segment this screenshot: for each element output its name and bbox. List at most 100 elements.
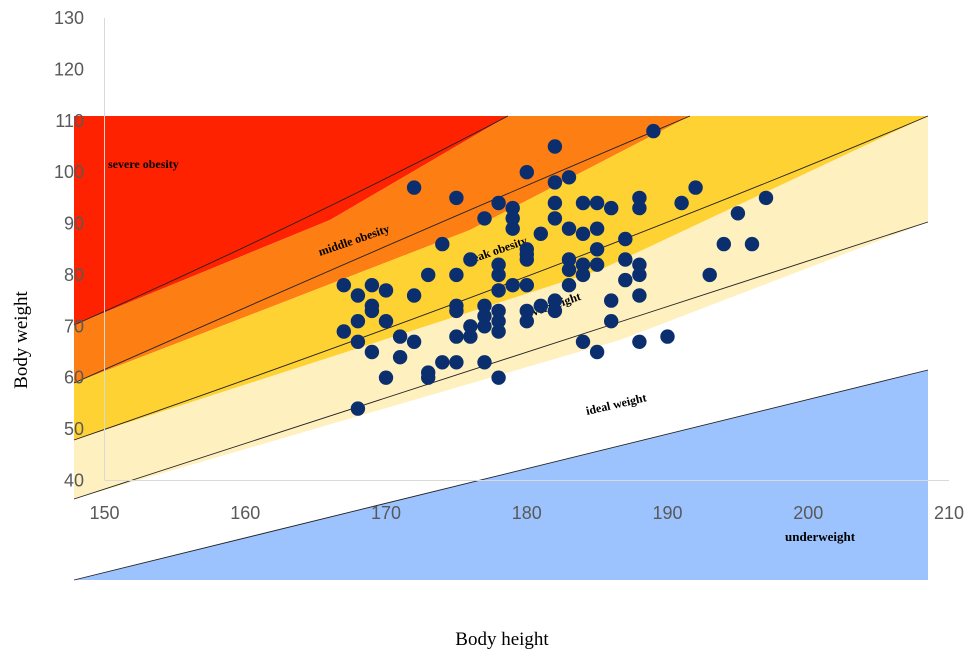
data-point — [491, 257, 506, 272]
data-point — [449, 303, 464, 319]
zone-ideal-weight — [74, 222, 928, 580]
data-point — [336, 278, 351, 293]
x-tick-label: 150 — [89, 503, 119, 523]
data-point — [477, 319, 492, 334]
data-point — [533, 226, 548, 241]
x-tick-label: 160 — [230, 503, 260, 523]
data-point — [519, 303, 534, 319]
data-point — [491, 195, 506, 211]
data-point — [350, 401, 366, 416]
data-point — [378, 283, 394, 298]
data-point — [421, 370, 436, 385]
data-point — [406, 288, 422, 303]
data-point — [589, 257, 605, 272]
data-point — [477, 211, 492, 226]
data-point — [364, 344, 380, 360]
tick-labels: 150 160 170 180 190 200 210 40 50 60 70 80 90 100 110 1… — [54, 8, 964, 523]
axes — [104, 18, 949, 481]
data-point — [519, 278, 534, 293]
data-point — [575, 195, 591, 211]
zone-boundary-2 — [73, 115, 691, 384]
data-point — [491, 283, 506, 298]
data-point — [519, 165, 534, 180]
data-point — [632, 190, 647, 206]
data-point — [449, 267, 464, 283]
data-point — [491, 324, 506, 339]
data-point — [561, 278, 577, 293]
data-point — [336, 324, 351, 339]
data-point — [589, 195, 605, 211]
data-point — [449, 329, 464, 344]
zone-boundary-1 — [73, 115, 509, 326]
data-point — [547, 195, 563, 211]
data-point — [449, 190, 464, 206]
data-point — [519, 314, 534, 329]
data-point — [392, 329, 408, 344]
data-point — [449, 355, 464, 370]
data-point — [547, 175, 563, 190]
data-point — [688, 180, 703, 195]
y-tick-label: 130 — [54, 8, 84, 28]
data-point — [730, 206, 746, 221]
data-point — [646, 123, 661, 139]
data-point — [463, 319, 478, 334]
data-point — [575, 267, 591, 283]
data-point — [702, 267, 717, 283]
data-point — [660, 329, 675, 344]
zone-middle-obesity — [74, 116, 690, 383]
data-point — [463, 252, 478, 267]
data-points — [336, 123, 774, 416]
x-axis-title: Body height — [455, 629, 549, 650]
data-point — [589, 221, 605, 236]
data-point — [364, 303, 380, 319]
data-point — [575, 257, 591, 272]
data-point — [547, 139, 563, 154]
y-tick-label: 70 — [64, 316, 84, 336]
data-point — [533, 298, 548, 313]
data-point — [604, 314, 619, 329]
x-tick-label: 210 — [934, 503, 964, 523]
data-point — [378, 314, 394, 329]
data-point — [421, 267, 436, 283]
data-point — [364, 278, 380, 293]
data-point — [618, 272, 633, 288]
data-point — [561, 221, 577, 236]
data-point — [758, 190, 774, 206]
data-point — [392, 350, 408, 365]
x-tick-label: 170 — [371, 503, 401, 523]
data-point — [491, 370, 506, 385]
y-tick-label: 90 — [64, 214, 84, 234]
data-point — [547, 303, 563, 319]
data-point — [491, 303, 506, 319]
x-tick-label: 180 — [512, 503, 542, 523]
data-point — [505, 200, 520, 216]
data-point — [519, 252, 534, 267]
data-point — [674, 195, 689, 211]
data-point — [618, 252, 633, 267]
data-point — [632, 288, 647, 303]
zone-boundary-5 — [73, 369, 929, 581]
data-point — [406, 180, 422, 195]
zone-label-severe-obesity: severe obesity — [108, 157, 179, 171]
data-point — [561, 262, 577, 277]
data-point — [632, 267, 647, 283]
data-point — [477, 308, 492, 324]
data-point — [632, 257, 647, 272]
data-point — [575, 226, 591, 241]
data-point — [378, 370, 394, 385]
zone-boundary-3 — [73, 115, 929, 441]
data-point — [561, 252, 577, 267]
x-tick-label: 190 — [652, 503, 682, 523]
data-point — [589, 344, 605, 360]
zone-label-underweight: underweight — [785, 529, 856, 544]
data-point — [632, 200, 647, 216]
data-point — [435, 355, 450, 370]
data-point — [618, 231, 633, 247]
data-point — [477, 355, 492, 370]
zone-severe-obesity — [74, 116, 508, 325]
data-point — [491, 314, 506, 329]
data-point — [575, 334, 591, 349]
data-point — [604, 293, 619, 308]
data-point — [547, 293, 563, 308]
